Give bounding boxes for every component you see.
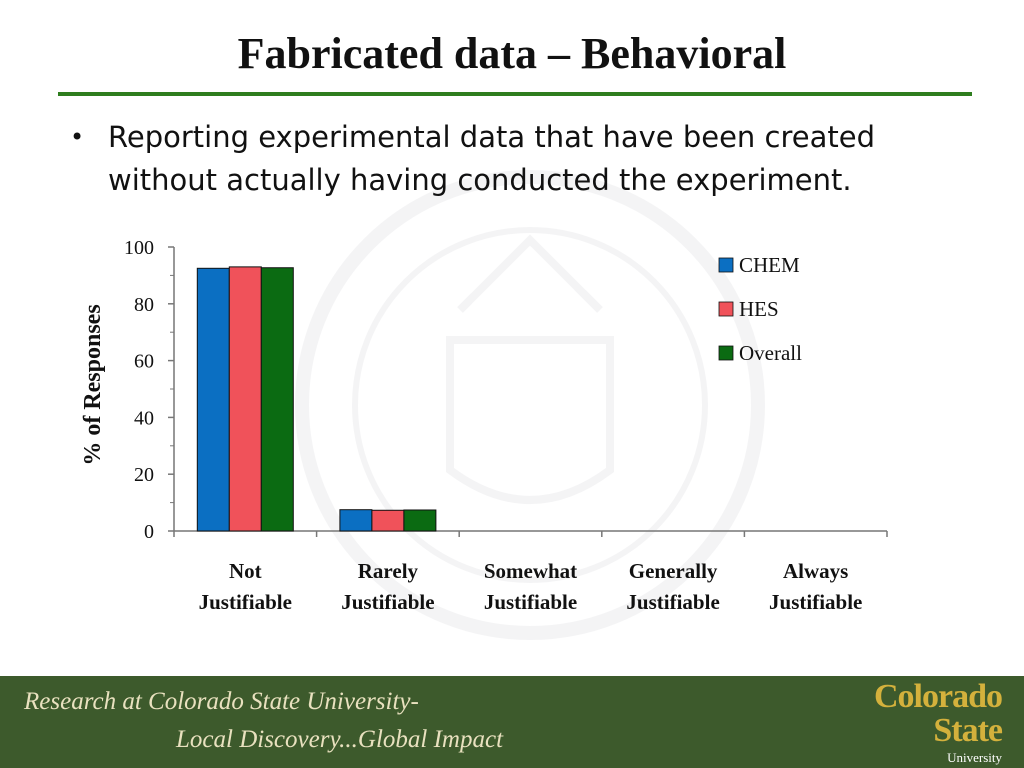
legend-swatch-chem xyxy=(718,257,734,273)
x-tick-label: Not Justifiable xyxy=(199,559,292,614)
x-tick-label-line: Justifiable xyxy=(769,590,862,614)
bar-overall-0 xyxy=(260,267,294,532)
legend-swatch-hes xyxy=(718,301,734,317)
legend: CHEM HES Overall xyxy=(718,253,802,365)
x-tick-label: Somewhat Justifiable xyxy=(484,559,577,614)
x-tick-label-line: Generally xyxy=(629,559,718,583)
bar-chem-1 xyxy=(339,509,373,532)
x-tick-label-line: Rarely xyxy=(358,559,419,583)
y-tick-label: 40 xyxy=(134,407,154,429)
x-axis: Not Justifiable Rarely Justifiable Somewhat J… xyxy=(173,530,888,614)
title-divider xyxy=(58,92,972,96)
y-axis: 0 20 40 60 80 100 xyxy=(124,237,175,543)
bar-overall-1 xyxy=(403,509,437,532)
bullet-dot-icon: • xyxy=(70,123,85,151)
y-axis-label: % of Responses xyxy=(80,304,106,465)
logo-line-2: State xyxy=(933,712,1003,749)
footer-tagline-1: Research at Colorado State University- xyxy=(24,688,419,715)
logo-line-1: Colorado xyxy=(874,678,1003,715)
y-tick-label: 20 xyxy=(134,464,154,486)
x-tick-label-line: Somewhat xyxy=(484,559,577,583)
x-tick-label-line: Justifiable xyxy=(199,590,292,614)
x-tick-label-line: Justifiable xyxy=(484,590,577,614)
y-tick-label: 80 xyxy=(134,294,154,316)
y-tick-label: 100 xyxy=(124,237,154,259)
bullet-text: Reporting experimental data that have be… xyxy=(108,120,875,197)
x-tick-label-line: Not xyxy=(229,559,262,583)
legend-swatch-overall xyxy=(718,345,734,361)
csu-logo: Colorado State University xyxy=(818,678,1003,766)
legend-label-hes: HES xyxy=(739,297,779,321)
bars xyxy=(196,266,437,532)
bar-chart: 0 20 40 60 80 100 Not Justifiable Rarely Justifi… xyxy=(80,237,888,614)
x-tick-label-line: Justifiable xyxy=(341,590,434,614)
footer-tagline-2: Local Discovery...Global Impact xyxy=(176,726,504,753)
y-tick-label: 60 xyxy=(134,351,154,373)
slide-title: Fabricated data – Behavioral xyxy=(237,29,787,78)
x-tick-label-line: Justifiable xyxy=(626,590,719,614)
x-tick-label: Generally Justifiable xyxy=(626,559,719,614)
bar-chem-0 xyxy=(196,267,230,532)
bar-hes-0 xyxy=(228,266,262,532)
y-tick-label: 0 xyxy=(144,521,154,543)
x-tick-label: Always Justifiable xyxy=(769,559,862,614)
x-tick-label-line: Always xyxy=(783,559,848,583)
footer-banner: Research at Colorado State University- L… xyxy=(0,676,1024,768)
logo-line-3: University xyxy=(947,750,1002,765)
legend-label-overall: Overall xyxy=(739,341,802,365)
x-tick-label: Rarely Justifiable xyxy=(341,559,434,614)
bullet-item: • Reporting experimental data that have … xyxy=(70,116,970,202)
bar-hes-1 xyxy=(371,509,405,532)
legend-label-chem: CHEM xyxy=(739,253,800,277)
